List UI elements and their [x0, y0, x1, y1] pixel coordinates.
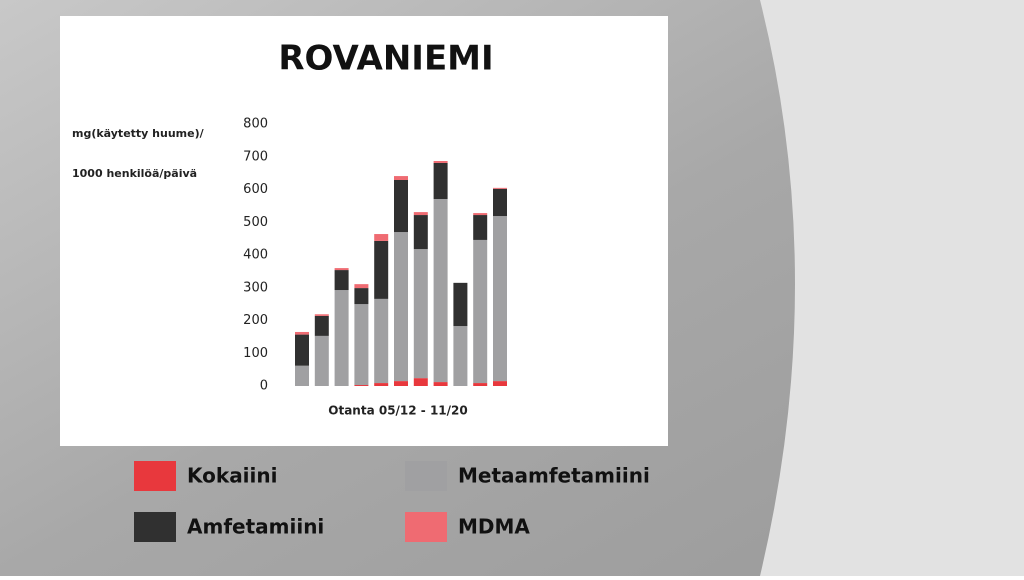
bar-segment — [453, 282, 468, 327]
bar-segment — [433, 198, 448, 383]
bar-segment — [413, 249, 428, 379]
bar-segment — [453, 326, 468, 386]
bar-segment — [493, 188, 507, 217]
bar-segment — [493, 187, 507, 189]
background-shape — [760, 0, 1024, 576]
chart-title: ROVANIEMI — [278, 39, 493, 79]
bar-segment — [314, 335, 329, 386]
bar-segment — [334, 270, 349, 291]
y-tick-label: 200 — [243, 313, 268, 328]
legend-swatch — [405, 512, 447, 542]
bar-segment — [394, 232, 408, 382]
x-axis-label: Otanta 05/12 - 11/20 — [328, 404, 468, 418]
bar-segment — [295, 365, 309, 386]
y-tick-label: 700 — [243, 149, 268, 164]
legend-label: MDMA — [458, 515, 530, 539]
bar-segment — [334, 268, 349, 271]
bar-segment — [374, 234, 389, 241]
bar-segment — [394, 176, 408, 181]
y-tick-label: 0 — [260, 379, 268, 394]
bar-segment — [314, 314, 329, 316]
bar-segment — [354, 284, 369, 289]
y-tick-label: 400 — [243, 248, 268, 263]
bar-segment — [473, 239, 488, 384]
y-axis-label: 1000 henkilöä/päivä — [72, 167, 197, 180]
y-axis-label: mg(käytetty huume)/ — [72, 127, 205, 140]
bar-segment — [354, 304, 369, 386]
bar-segment — [473, 213, 488, 216]
y-tick-label: 100 — [243, 346, 268, 361]
legend-swatch — [405, 461, 447, 491]
y-tick-label: 600 — [243, 182, 268, 197]
legend-label: Metaamfetamiini — [458, 464, 650, 488]
bar-segment — [413, 212, 428, 216]
bar-segment — [473, 215, 488, 240]
legend-label: Kokaiini — [187, 464, 278, 488]
y-tick-label: 800 — [243, 117, 268, 132]
bar-segment — [295, 331, 309, 335]
bar-segment — [295, 334, 309, 366]
bar-segment — [334, 290, 349, 386]
legend-label: Amfetamiini — [187, 515, 324, 539]
bar-segment — [354, 288, 369, 305]
bar-segment — [413, 378, 428, 386]
bar-segment — [354, 385, 369, 386]
bar-segment — [374, 240, 389, 299]
bar-segment — [394, 180, 408, 233]
bar-segment — [433, 161, 448, 163]
bar-segment — [374, 298, 389, 384]
legend-swatch — [134, 512, 176, 542]
bar-segment — [374, 383, 389, 386]
bar-segment — [473, 383, 488, 386]
bar-segment — [394, 381, 408, 386]
bar-segment — [433, 162, 448, 199]
bar-segment — [433, 382, 448, 386]
y-tick-label: 500 — [243, 215, 268, 230]
bar-segment — [314, 315, 329, 336]
legend-swatch — [134, 461, 176, 491]
bar-segment — [493, 216, 507, 382]
y-tick-label: 300 — [243, 280, 268, 295]
bar-segment — [413, 215, 428, 250]
bar-segment — [493, 381, 507, 386]
